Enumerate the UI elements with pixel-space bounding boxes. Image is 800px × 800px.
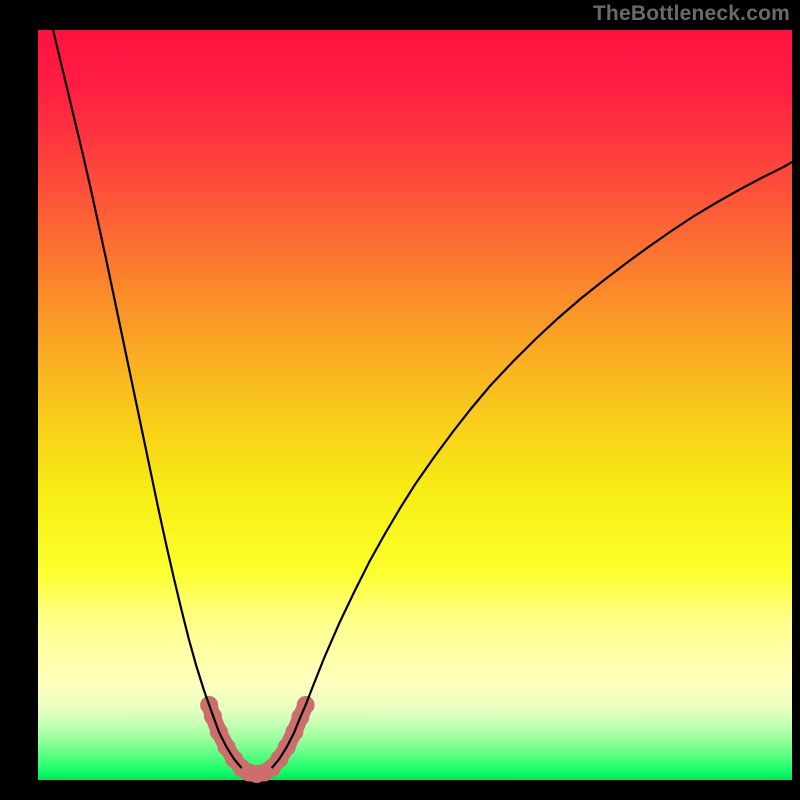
watermark-label: TheBottleneck.com bbox=[593, 2, 790, 26]
bottleneck-chart bbox=[0, 0, 800, 800]
chart-background bbox=[38, 30, 792, 780]
